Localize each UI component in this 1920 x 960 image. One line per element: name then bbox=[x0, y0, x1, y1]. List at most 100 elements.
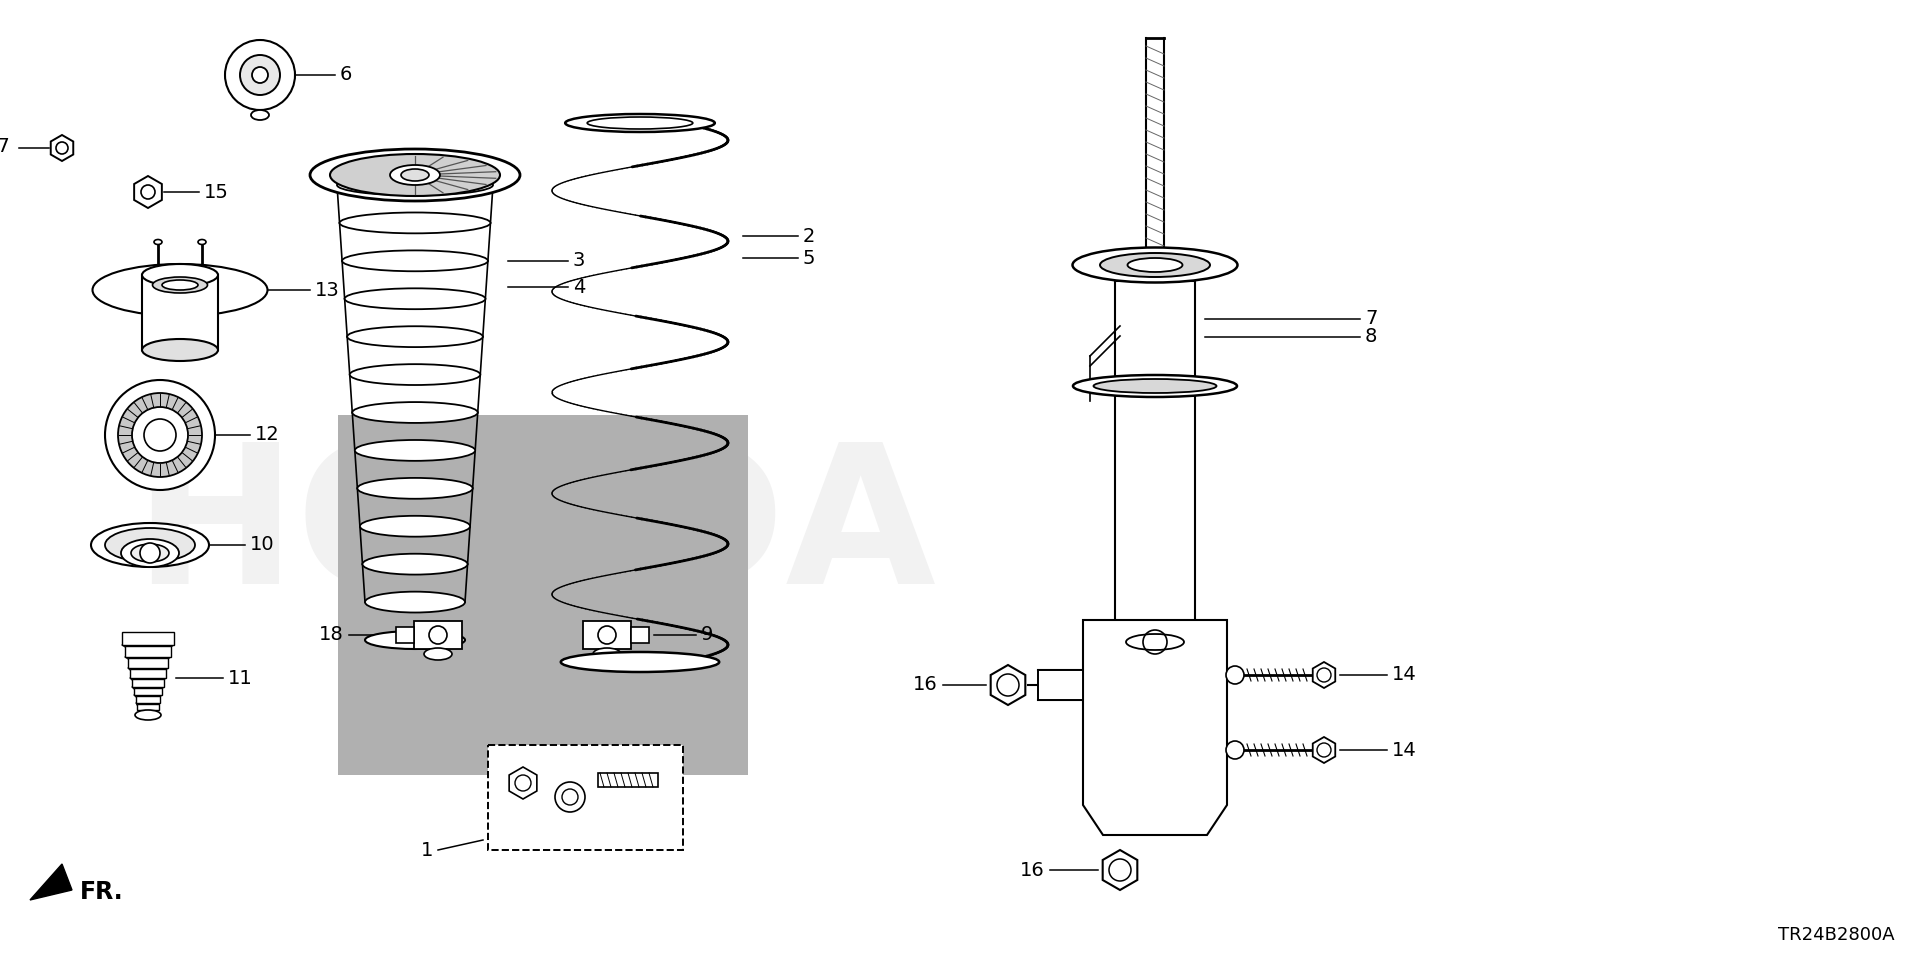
Ellipse shape bbox=[1094, 379, 1217, 393]
Polygon shape bbox=[1313, 662, 1334, 688]
Ellipse shape bbox=[348, 326, 482, 348]
Text: FR.: FR. bbox=[81, 880, 123, 904]
Text: 5: 5 bbox=[803, 249, 816, 268]
Ellipse shape bbox=[424, 648, 451, 660]
Ellipse shape bbox=[363, 554, 468, 575]
Ellipse shape bbox=[588, 117, 693, 129]
Text: 14: 14 bbox=[1392, 740, 1417, 759]
Text: 14: 14 bbox=[1392, 665, 1417, 684]
Polygon shape bbox=[509, 767, 538, 799]
Circle shape bbox=[140, 543, 159, 563]
Ellipse shape bbox=[365, 591, 465, 612]
Text: 9: 9 bbox=[701, 626, 714, 644]
Ellipse shape bbox=[198, 239, 205, 245]
Ellipse shape bbox=[338, 175, 493, 196]
Text: 2: 2 bbox=[803, 227, 816, 246]
Circle shape bbox=[240, 55, 280, 95]
Bar bbox=[338, 415, 749, 660]
Bar bbox=[396, 627, 415, 643]
Ellipse shape bbox=[1100, 253, 1210, 277]
Circle shape bbox=[106, 380, 215, 490]
Bar bbox=[415, 621, 463, 649]
Circle shape bbox=[132, 407, 188, 463]
Ellipse shape bbox=[342, 251, 488, 272]
Bar bbox=[1039, 670, 1083, 700]
Bar bbox=[123, 632, 175, 645]
Text: TR24B2800A: TR24B2800A bbox=[1778, 926, 1895, 944]
Bar bbox=[132, 679, 163, 687]
Ellipse shape bbox=[359, 516, 470, 537]
Ellipse shape bbox=[401, 169, 428, 181]
Text: 11: 11 bbox=[228, 668, 253, 687]
Ellipse shape bbox=[161, 280, 198, 290]
Circle shape bbox=[555, 782, 586, 812]
Bar bbox=[338, 660, 749, 775]
Ellipse shape bbox=[355, 440, 474, 461]
Text: 8: 8 bbox=[1365, 327, 1377, 347]
Text: 6: 6 bbox=[340, 65, 353, 84]
Ellipse shape bbox=[142, 339, 219, 361]
Text: 16: 16 bbox=[914, 676, 939, 694]
Circle shape bbox=[144, 419, 177, 451]
Bar bbox=[136, 696, 159, 703]
Text: 13: 13 bbox=[315, 280, 340, 300]
Ellipse shape bbox=[390, 165, 440, 185]
Polygon shape bbox=[31, 864, 73, 900]
Text: 1: 1 bbox=[420, 841, 434, 859]
Ellipse shape bbox=[252, 110, 269, 120]
Bar bbox=[142, 275, 219, 350]
Ellipse shape bbox=[90, 523, 209, 567]
Ellipse shape bbox=[351, 402, 478, 423]
Bar bbox=[632, 627, 649, 643]
Text: 17: 17 bbox=[0, 136, 12, 156]
Circle shape bbox=[117, 393, 202, 477]
Ellipse shape bbox=[131, 544, 169, 562]
Ellipse shape bbox=[1127, 258, 1183, 272]
Bar bbox=[129, 658, 169, 668]
Bar bbox=[131, 669, 165, 678]
Ellipse shape bbox=[564, 114, 714, 132]
Text: 18: 18 bbox=[319, 626, 344, 644]
Polygon shape bbox=[50, 135, 73, 161]
Bar bbox=[584, 621, 632, 649]
Ellipse shape bbox=[593, 648, 620, 660]
Ellipse shape bbox=[152, 277, 207, 293]
Text: 16: 16 bbox=[1020, 860, 1044, 879]
Polygon shape bbox=[1313, 737, 1334, 763]
Ellipse shape bbox=[92, 264, 267, 316]
Text: 10: 10 bbox=[250, 536, 275, 555]
Ellipse shape bbox=[1125, 634, 1185, 650]
Circle shape bbox=[428, 626, 447, 644]
Ellipse shape bbox=[349, 364, 480, 385]
Polygon shape bbox=[1102, 850, 1137, 890]
Ellipse shape bbox=[309, 149, 520, 201]
Ellipse shape bbox=[154, 239, 161, 245]
Text: 3: 3 bbox=[572, 252, 586, 271]
Ellipse shape bbox=[121, 539, 179, 567]
Ellipse shape bbox=[357, 478, 472, 499]
Bar bbox=[134, 688, 161, 695]
Ellipse shape bbox=[340, 212, 490, 233]
Bar bbox=[597, 773, 659, 787]
Ellipse shape bbox=[365, 631, 465, 649]
Ellipse shape bbox=[344, 288, 486, 309]
Text: HONDA: HONDA bbox=[134, 436, 937, 624]
Polygon shape bbox=[991, 665, 1025, 705]
Ellipse shape bbox=[561, 652, 720, 672]
Polygon shape bbox=[134, 176, 161, 208]
Bar bbox=[125, 646, 171, 657]
Ellipse shape bbox=[106, 528, 196, 562]
Ellipse shape bbox=[142, 264, 219, 286]
Circle shape bbox=[225, 40, 296, 110]
Ellipse shape bbox=[330, 154, 499, 196]
Text: 4: 4 bbox=[572, 277, 586, 297]
Text: 15: 15 bbox=[204, 182, 228, 202]
Ellipse shape bbox=[1073, 375, 1236, 397]
Bar bbox=[488, 745, 684, 850]
Circle shape bbox=[252, 67, 269, 83]
Circle shape bbox=[1227, 666, 1244, 684]
Text: 12: 12 bbox=[255, 425, 280, 444]
Bar bbox=[136, 704, 159, 710]
Ellipse shape bbox=[134, 710, 161, 720]
Ellipse shape bbox=[1073, 248, 1238, 282]
